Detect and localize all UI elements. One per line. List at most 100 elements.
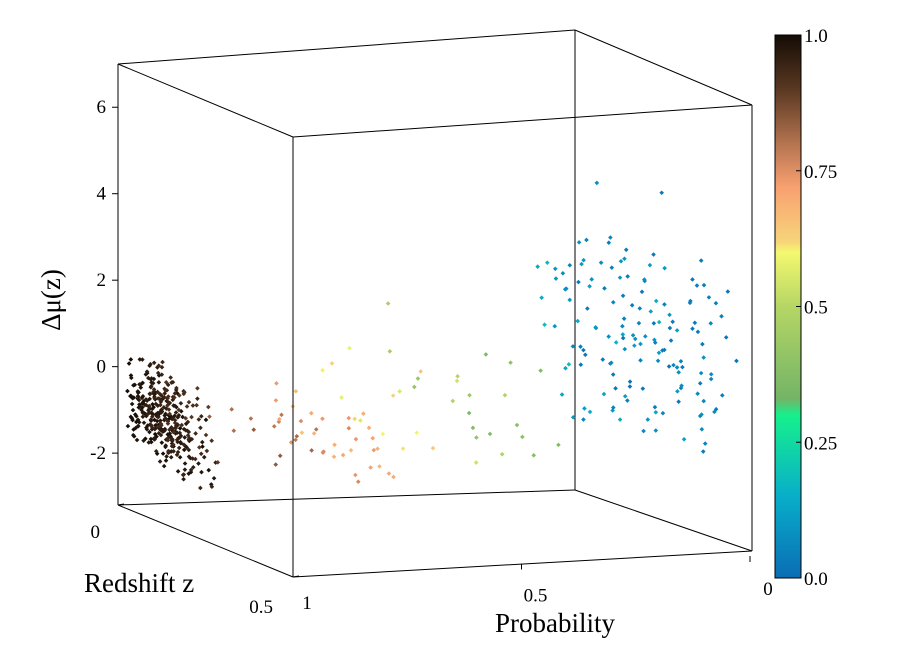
data-point — [137, 382, 142, 387]
data-point — [653, 410, 659, 415]
data-point — [641, 428, 646, 434]
data-point — [293, 388, 299, 394]
z-tick-label: 2 — [97, 270, 107, 291]
data-point — [371, 447, 377, 453]
z-tick-label: 6 — [97, 97, 107, 118]
data-point — [531, 453, 537, 458]
y-axis-label: Redshift z — [84, 568, 194, 598]
data-point — [309, 410, 314, 416]
data-point — [613, 386, 618, 391]
data-point — [159, 393, 164, 398]
data-point — [141, 438, 146, 443]
data-point — [125, 388, 130, 394]
x-axis-label: Probability — [495, 608, 615, 638]
data-point — [181, 447, 187, 453]
data-point — [670, 319, 675, 325]
data-point — [655, 358, 661, 364]
data-point — [662, 265, 667, 271]
data-point — [701, 398, 707, 404]
data-point — [198, 451, 204, 457]
data-point — [167, 431, 173, 436]
data-point — [131, 382, 136, 388]
data-point — [514, 422, 520, 428]
data-point — [659, 190, 665, 196]
colorbar-tick-label: 1.0 — [804, 26, 828, 47]
data-point — [674, 365, 680, 370]
data-point — [622, 393, 628, 399]
data-point — [168, 454, 174, 460]
data-point — [199, 469, 204, 475]
data-point — [608, 235, 613, 240]
data-point — [201, 454, 207, 460]
data-point — [163, 388, 168, 393]
box-edge — [117, 29, 576, 65]
data-point — [173, 431, 178, 436]
x-tick-label: 1 — [302, 593, 312, 614]
data-point — [152, 395, 157, 401]
data-point — [129, 375, 134, 381]
colorbar-tick-label: 0.25 — [804, 433, 837, 454]
data-point — [387, 349, 393, 354]
data-point — [175, 422, 181, 428]
data-point — [196, 417, 202, 422]
data-point — [698, 258, 704, 263]
data-point — [129, 401, 135, 407]
data-point — [156, 373, 162, 378]
data-point — [136, 397, 142, 403]
box-edge — [292, 104, 753, 138]
data-point — [593, 325, 599, 331]
data-point — [414, 430, 420, 436]
data-point — [133, 425, 138, 431]
data-point — [678, 358, 684, 364]
data-point — [186, 447, 192, 453]
data-point — [193, 431, 198, 436]
data-point — [158, 418, 163, 423]
data-point — [158, 399, 164, 405]
data-point — [625, 398, 630, 403]
data-point — [638, 358, 643, 363]
data-point — [621, 316, 627, 321]
data-point — [158, 402, 163, 408]
data-point — [128, 414, 134, 420]
data-point — [157, 459, 163, 464]
data-point — [622, 256, 627, 262]
data-point — [183, 427, 189, 433]
data-point — [164, 398, 169, 404]
data-point — [194, 402, 199, 408]
z-tick-label: -2 — [90, 443, 106, 464]
data-point — [701, 282, 707, 288]
y-tick-label: 0 — [91, 522, 101, 543]
data-point — [163, 443, 169, 448]
data-point — [186, 435, 192, 441]
data-point — [166, 394, 171, 399]
data-point — [175, 415, 181, 420]
data-point — [131, 427, 136, 432]
data-point — [183, 416, 188, 421]
data-point — [181, 442, 187, 447]
data-point — [164, 436, 170, 442]
data-point — [660, 410, 666, 416]
data-point — [579, 261, 584, 267]
data-point — [155, 424, 161, 429]
data-point — [177, 435, 182, 441]
data-point — [146, 440, 152, 445]
data-point — [207, 414, 212, 419]
data-point — [165, 382, 171, 388]
colorbar-tick-label: 0.75 — [804, 162, 837, 183]
data-point — [170, 379, 176, 385]
data-point — [583, 352, 588, 358]
data-point — [135, 389, 141, 394]
data-point — [676, 370, 681, 375]
data-point — [145, 412, 150, 417]
data-point — [162, 413, 167, 418]
data-point — [140, 414, 146, 420]
data-point — [311, 431, 317, 436]
box-edge — [117, 504, 294, 578]
data-point — [134, 419, 139, 425]
data-point — [128, 393, 134, 399]
data-point — [454, 378, 460, 384]
data-point — [668, 338, 674, 343]
data-point — [251, 427, 257, 433]
data-point — [353, 472, 358, 478]
